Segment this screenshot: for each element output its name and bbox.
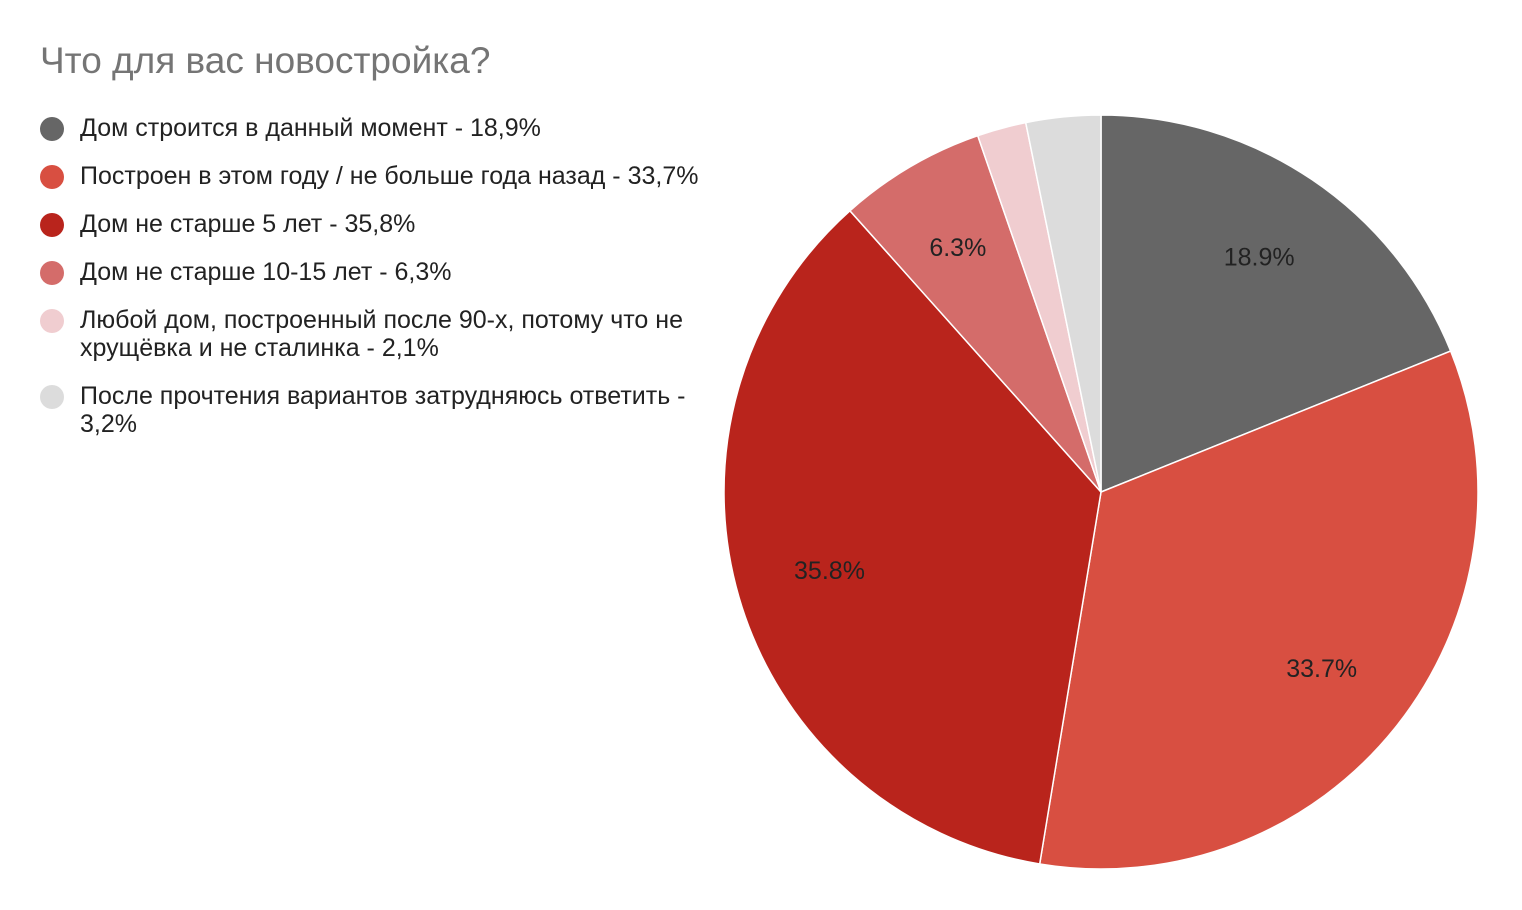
legend-swatch-icon	[40, 261, 64, 285]
chart-legend: Дом строится в данный момент - 18,9% Пос…	[40, 114, 700, 458]
legend-item: Дом строится в данный момент - 18,9%	[40, 114, 700, 142]
legend-label: Дом не старше 5 лет - 35,8%	[80, 210, 416, 238]
legend-swatch-icon	[40, 165, 64, 189]
pie-slice	[1038, 350, 1479, 870]
legend-swatch-icon	[40, 117, 64, 141]
legend-swatch-icon	[40, 213, 64, 237]
legend-swatch-icon	[40, 385, 64, 409]
chart-title: Что для вас новостройка?	[40, 40, 491, 81]
legend-item: Построен в этом году / не больше года на…	[40, 162, 700, 190]
legend-label: После прочтения вариантов затрудняюсь от…	[80, 382, 686, 438]
slice-data-label: 18.9%	[1224, 244, 1295, 272]
slice-data-label: 6.3%	[929, 234, 986, 262]
legend-label: Любой дом, построенный после 90-х, потом…	[80, 306, 683, 362]
legend-label: Дом не старше 10-15 лет - 6,3%	[80, 258, 452, 286]
legend-label: Дом строится в данный момент - 18,9%	[80, 114, 541, 142]
legend-item: После прочтения вариантов затрудняюсь от…	[40, 382, 700, 438]
pie-slice	[1100, 114, 1452, 494]
slice-data-label: 35.8%	[794, 557, 865, 585]
legend-item: Дом не старше 10-15 лет - 6,3%	[40, 258, 700, 286]
legend-label: Построен в этом году / не больше года на…	[80, 162, 699, 190]
pie-slice	[723, 209, 1102, 865]
pie-slice	[848, 134, 1102, 493]
legend-item: Любой дом, построенный после 90-х, потом…	[40, 306, 700, 362]
pie-slice	[1024, 114, 1102, 493]
legend-item: Дом не старше 5 лет - 35,8%	[40, 210, 700, 238]
legend-swatch-icon	[40, 309, 64, 333]
slice-data-label: 33.7%	[1286, 655, 1357, 683]
